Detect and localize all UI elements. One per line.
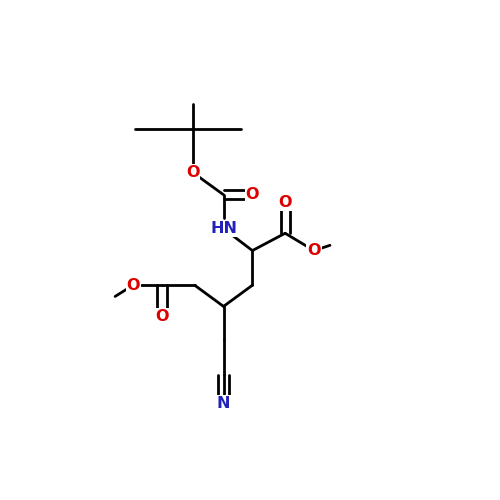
- Text: N: N: [217, 396, 230, 411]
- Text: O: O: [126, 278, 140, 292]
- Text: O: O: [278, 195, 292, 210]
- Text: HN: HN: [210, 221, 237, 236]
- Text: O: O: [155, 308, 168, 324]
- Text: O: O: [246, 187, 259, 202]
- Text: O: O: [186, 165, 200, 180]
- Text: O: O: [307, 243, 321, 258]
